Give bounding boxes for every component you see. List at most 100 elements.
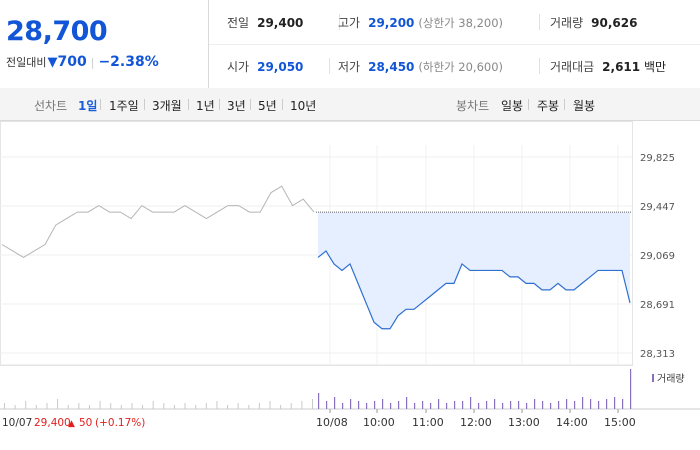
volume-bar [318,393,320,409]
open-value: 29,050 [257,60,304,74]
prev-close-value: 29,400 [257,16,304,30]
volume-bar [46,403,48,409]
volume-bar [227,405,229,409]
chart-area [318,212,630,329]
tab-1-year[interactable]: 1년 [196,99,215,113]
change-percent: −2.38% [98,54,159,70]
divider [339,14,340,30]
volume-bar [406,397,408,409]
volume-bar [142,405,144,409]
x-axis: 10/08 10:00 11:00 12:00 13:00 14:00 15:00 10/07… [2,409,636,429]
up-triangle-icon: ▲ [68,419,75,429]
divider [528,99,529,110]
volume-bar [534,399,536,409]
volume-bar [446,403,448,409]
trade-value-unit: 백만 [643,60,667,74]
tab-3-months[interactable]: 3개월 [152,99,182,113]
change-line: 전일대비▼700 | −2.38% [6,54,159,70]
volume-bar [301,401,303,409]
trade-value-value: 2,611 [602,60,641,74]
volume-value: 90,626 [591,16,638,30]
tab-10-years[interactable]: 10년 [290,99,317,113]
today-area-fill [318,212,630,329]
volume-bar [99,401,101,409]
tab-5-years[interactable]: 5년 [258,99,277,113]
tab-daily-candle[interactable]: 일봉 [501,99,524,113]
volume-bar [542,401,544,409]
volume-legend-swatch [652,374,654,382]
low-stat: 저가 28,450 (하한가 20,600) [338,58,503,75]
divider [188,99,189,110]
open-label: 시가 [227,60,250,74]
chart-tabs: 선차트 1일 1주일 3개월 1년 3년 5년 10년 봉차트 일봉 주봉 월봉 [0,88,700,121]
volume-bar [269,401,271,409]
volume-bar [350,399,352,409]
volume-bar [566,399,568,409]
volume-bar [173,405,175,409]
chart-lines [1,185,632,330]
tab-3-years[interactable]: 3년 [227,99,246,113]
today-price-line [317,250,631,330]
volume-bar [14,405,16,409]
volume-bar [195,405,197,409]
volume-bar [205,403,207,409]
x-tick-label: 13:00 [508,416,540,429]
divider [282,99,283,110]
trade-value-label: 거래대금 [550,60,595,74]
volume-bar [390,403,392,409]
low-value: 28,450 [368,60,415,74]
tab-weekly-candle[interactable]: 주봉 [537,99,560,113]
stats-row-1: 전일 29,400 고가 29,200 (상한가 38,200) 거래량 90,626 [209,0,700,45]
y-tick-label: 29,069 [640,251,675,262]
low-label: 저가 [338,60,361,74]
volume-bar [280,405,282,409]
divider [250,99,251,110]
volume-bar [630,369,632,409]
divider [219,99,220,110]
volume-bar [550,403,552,409]
volume-bar [374,401,376,409]
lower-limit-value: (하한가 20,600) [418,60,504,74]
volume-bar [478,403,480,409]
tab-monthly-candle[interactable]: 월봉 [573,99,596,113]
volume-bar [486,401,488,409]
y-tick-label: 28,691 [640,300,675,311]
y-axis: 29,825 29,447 29,069 28,691 28,313 [640,153,675,360]
volume-bar [35,405,37,409]
volume-bar [120,405,122,409]
x-tick-label: 10:00 [363,416,395,429]
prev-close-label: 전일 [227,16,250,30]
volume-bar [67,405,69,409]
volume-bar [382,399,384,409]
y-tick-label: 29,447 [640,202,675,213]
volume-bar [25,401,27,409]
volume-bar [598,401,600,409]
divider: | [90,56,95,69]
line-chart-label: 선차트 [34,99,68,113]
current-price: 28,700 [6,16,108,47]
volume-bar [216,401,218,409]
volume-bar [184,403,186,409]
volume-bar [502,403,504,409]
divider [564,99,565,110]
x-tick-label: 10/08 [316,416,348,429]
volume-bar [558,401,560,409]
volume-bar [163,403,165,409]
x-tick-label: 12:00 [460,416,492,429]
tab-1-week[interactable]: 1주일 [109,99,139,113]
volume-bar [422,401,424,409]
volume-bar [334,397,336,409]
divider [539,14,540,30]
prev-close-stat: 전일 29,400 [227,14,303,31]
change-label: 전일대비 [6,56,47,69]
volume-bar [462,401,464,409]
tab-1-day[interactable]: 1일 [78,99,98,113]
change-value: 700 [57,54,87,70]
volume-bar [470,397,472,409]
volume-bar [258,403,260,409]
stats-panel: 전일 29,400 고가 29,200 (상한가 38,200) 거래량 90,626 … [209,0,700,88]
x-tick-label: 14:00 [556,416,588,429]
volume-bar [312,399,313,409]
volume-bar [574,401,576,409]
volume-bar [110,403,112,409]
